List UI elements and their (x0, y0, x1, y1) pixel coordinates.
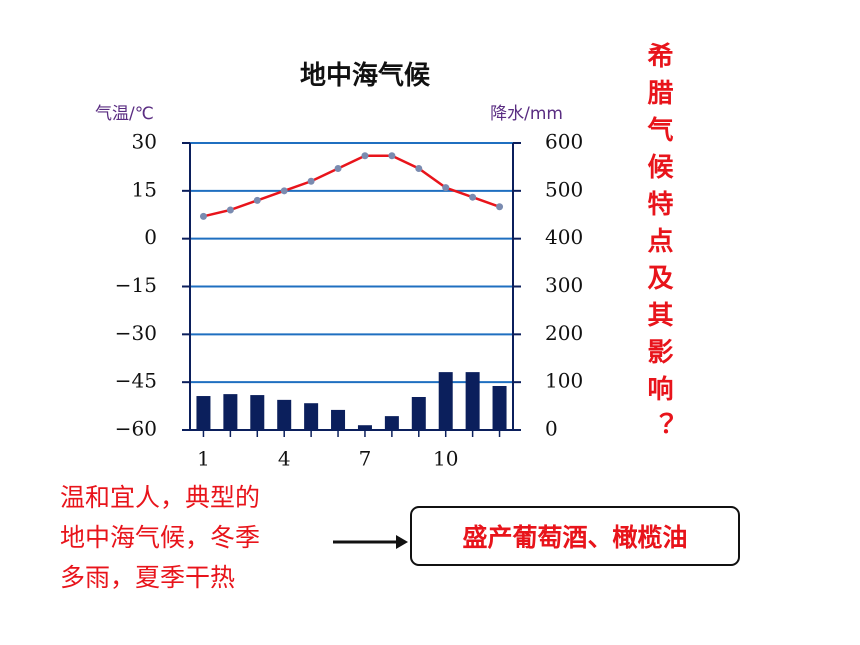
bar (438, 372, 453, 430)
bar (357, 425, 372, 430)
arrow-head (396, 535, 408, 549)
y-tick-label: 30 (132, 130, 157, 154)
y2-tick-label: 100 (545, 369, 583, 393)
y2-tick-label: 400 (545, 225, 583, 249)
chart-title: 地中海气候 (300, 60, 431, 91)
result-box: 盛产葡萄酒、橄榄油 (410, 506, 740, 566)
bar (331, 409, 346, 430)
side-question: 希腊气候特点及其影响？ (643, 42, 673, 449)
bar (304, 403, 319, 430)
line-marker (199, 212, 207, 220)
y-tick-label: 0 (144, 225, 157, 249)
line-marker (442, 184, 450, 192)
x-tick-label: 4 (278, 447, 291, 471)
line-marker (469, 193, 477, 201)
y-tick-label: −30 (115, 321, 157, 345)
x-tick-label: 10 (433, 447, 458, 471)
y2-tick-label: 200 (545, 321, 583, 345)
line-marker (388, 152, 396, 160)
line-marker (496, 203, 504, 211)
description-line: 地中海气候，冬季 (60, 523, 261, 552)
result-text: 盛产葡萄酒、橄榄油 (462, 523, 688, 552)
line-marker (334, 165, 342, 173)
y2-tick-label: 300 (545, 273, 583, 297)
line-marker (253, 196, 261, 204)
description-line: 温和宜人，典型的 (60, 483, 261, 512)
y-tick-label: 15 (132, 177, 157, 201)
y2-axis-label: 降水/mm (490, 104, 563, 124)
bar (384, 416, 399, 430)
bar (223, 394, 238, 430)
y-tick-label: −45 (115, 369, 157, 393)
bar (277, 399, 292, 430)
description: 温和宜人，典型的 地中海气候，冬季 多雨，夏季干热 (60, 478, 260, 598)
bar (465, 372, 480, 430)
description-line: 多雨，夏季干热 (60, 563, 236, 592)
temperature-line (203, 154, 500, 218)
line-marker (415, 165, 423, 173)
x-tick-label: 7 (359, 447, 372, 471)
line-marker (307, 177, 315, 185)
line-marker (280, 187, 288, 195)
y2-tick-label: 0 (545, 417, 558, 441)
y2-tick-label: 600 (545, 130, 583, 154)
line-marker (361, 152, 369, 160)
line-marker (226, 206, 234, 214)
y-axis-label: 气温/℃ (95, 104, 154, 124)
bar (411, 396, 426, 430)
bar (196, 396, 211, 430)
bar (250, 395, 265, 430)
bar (492, 385, 507, 430)
y-tick-label: −15 (115, 273, 157, 297)
y2-tick-label: 500 (545, 177, 583, 201)
x-tick-label: 1 (197, 447, 210, 471)
y-tick-label: −60 (115, 417, 157, 441)
